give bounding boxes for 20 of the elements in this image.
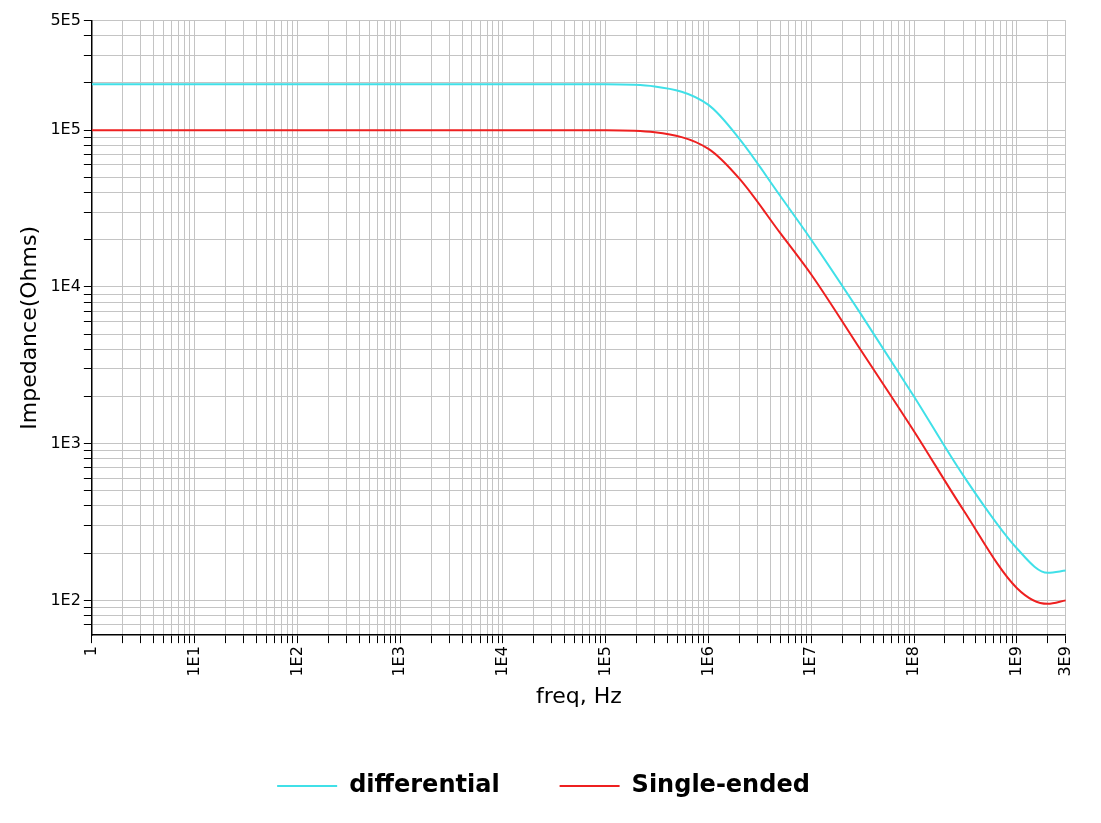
legend-label: differential [349,770,500,799]
y-tick-label: 1E2 [50,589,81,609]
x-tick-label: 1E4 [492,646,512,677]
y-tick-label: 1E3 [50,432,81,452]
x-tick-label: 1E6 [697,646,717,677]
y-axis-title: Impedance(Ohms) [15,225,41,430]
y-tick-label: 1E5 [50,119,81,139]
x-tick-label: 1E7 [800,646,820,677]
y-tick-label: 1E4 [50,276,81,296]
x-tick-label: 1E5 [594,646,614,677]
x-tick-label: 1E1 [183,646,203,677]
x-tick-label: 1E8 [903,646,923,677]
x-tick-label: 3E9 [1054,646,1074,677]
x-tick-label: 1E2 [286,646,306,677]
x-tick-label: 1 [81,646,101,657]
x-tick-label: 1E9 [1005,646,1025,677]
x-axis-title: freq, Hz [535,682,622,708]
y-tick-label: 5E5 [50,9,81,29]
legend-label: Single-ended [631,770,810,799]
x-tick-label: 1E3 [389,646,409,677]
